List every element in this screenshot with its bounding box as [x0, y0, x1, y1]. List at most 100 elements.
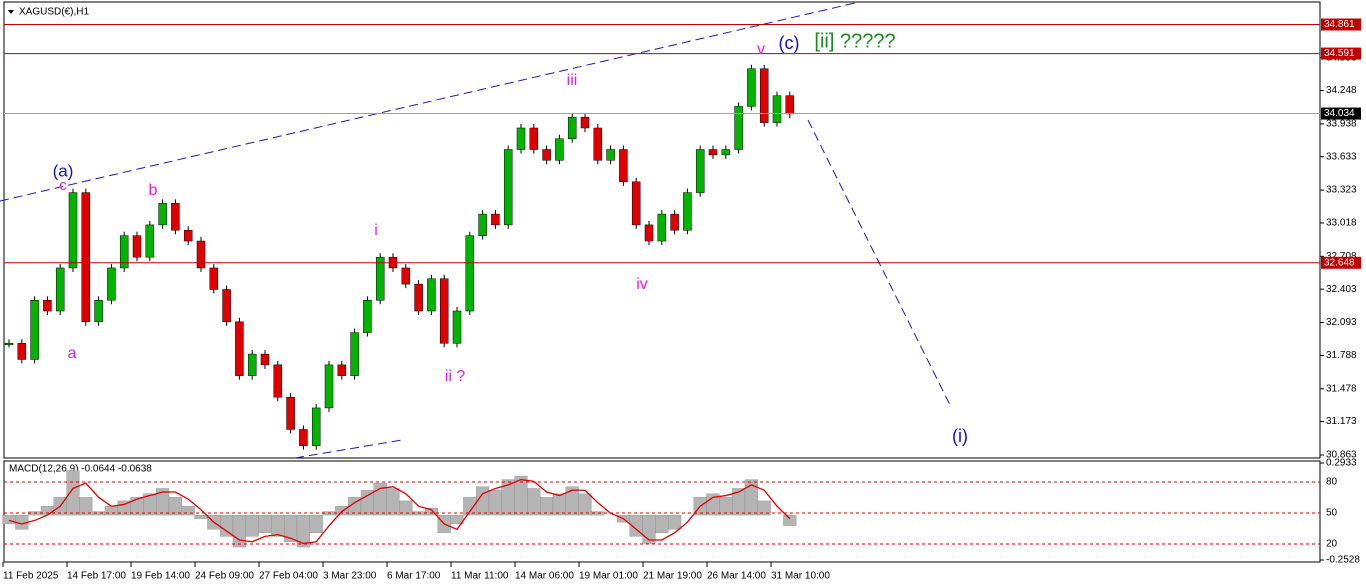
wave-label: v: [757, 41, 765, 58]
candle: [567, 116, 577, 139]
macd-bar: [540, 497, 554, 516]
candle: [747, 68, 756, 107]
candle: [247, 353, 257, 376]
macd-bar: [668, 514, 682, 530]
x-tick-label: 21 Mar 19:00: [643, 571, 702, 582]
price-box-label: 34.861: [1324, 19, 1355, 30]
candle: [145, 224, 155, 258]
candle: [324, 364, 334, 409]
wave-label: a: [68, 345, 77, 362]
candle: [542, 149, 551, 161]
macd-bar: [386, 488, 400, 516]
candle: [452, 310, 462, 344]
candle: [401, 267, 411, 285]
macd-bar: [309, 514, 323, 534]
candle: [158, 203, 167, 226]
x-tick-label: 6 Mar 17:00: [387, 571, 441, 582]
y-tick-label: 33.323: [1326, 185, 1357, 196]
candle: [4, 343, 14, 346]
macd-bar: [40, 506, 54, 516]
x-tick-label: 19 Mar 01:00: [579, 571, 638, 582]
x-tick-label: 14 Mar 06:00: [515, 571, 574, 582]
y-tick-label: 32.403: [1326, 284, 1357, 295]
macd-bar: [527, 488, 541, 516]
x-tick-label: 3 Mar 23:00: [323, 571, 377, 582]
wave-label: b: [149, 182, 158, 199]
candle: [734, 106, 743, 150]
macd-bar: [271, 514, 285, 537]
candle: [209, 267, 219, 290]
wave-label: (a): [53, 161, 74, 180]
macd-bar: [66, 470, 80, 516]
candle: [670, 213, 679, 231]
chart-title: XAGUSD(€),H1: [19, 7, 89, 18]
price-box: [1321, 107, 1361, 120]
macd-bar: [360, 490, 374, 516]
macd-bar: [2, 514, 16, 525]
x-tick-label: 11 Feb 2025: [3, 571, 59, 582]
macd-bar: [399, 500, 413, 516]
x-tick-label: 24 Feb 09:00: [195, 571, 254, 582]
macd-tick-label: 0.2933: [1326, 458, 1357, 469]
candle: [721, 149, 731, 156]
macd-bar: [194, 514, 208, 519]
wave-label: c: [59, 177, 67, 194]
candle: [708, 149, 718, 156]
candle: [606, 149, 615, 161]
candle: [414, 283, 423, 312]
candle: [555, 138, 564, 161]
candle: [529, 127, 539, 150]
price-box-label: 34.034: [1324, 108, 1355, 119]
macd-bar: [104, 506, 118, 516]
macd-bar: [552, 493, 566, 516]
candle: [132, 235, 142, 258]
candle: [235, 321, 244, 376]
candle: [503, 149, 513, 226]
price-box: [1321, 256, 1361, 269]
candle: [619, 149, 628, 183]
candle: [107, 267, 116, 301]
macd-bar: [744, 479, 758, 516]
y-tick-label: 30.863: [1326, 450, 1357, 461]
candle: [94, 300, 103, 323]
candle: [171, 203, 180, 231]
candle: [439, 278, 449, 344]
candle: [375, 256, 385, 301]
macd-bar: [335, 506, 349, 516]
candle: [311, 407, 321, 446]
y-tick-label: 32.093: [1326, 317, 1357, 328]
wave-label: iv: [636, 276, 648, 293]
macd-bar: [424, 507, 438, 516]
wave-label: [ii] ?????: [814, 30, 895, 52]
candle: [196, 240, 206, 269]
candle: [759, 68, 769, 123]
candle: [273, 364, 283, 398]
x-tick-label: 19 Feb 14:00: [131, 571, 190, 582]
candle: [299, 429, 308, 446]
x-tick-label: 27 Feb 04:00: [259, 571, 318, 582]
macd-bar: [783, 514, 797, 526]
indicator-title: MACD(12,26,9) -0.0644 -0.0638: [9, 464, 152, 475]
macd-bar: [757, 500, 771, 516]
candle: [260, 353, 270, 366]
candle: [427, 278, 436, 312]
macd-panel: [3, 460, 1321, 563]
macd-level-label: 80: [1326, 477, 1338, 488]
candle: [337, 364, 347, 376]
macd-bar: [168, 497, 182, 516]
candle: [363, 300, 372, 333]
candle: [516, 127, 526, 150]
macd-level-label: 20: [1326, 539, 1338, 550]
x-tick-label: 14 Feb 17:00: [67, 571, 126, 582]
x-tick-label: 31 Mar 10:00: [771, 571, 830, 582]
candle: [119, 235, 129, 269]
macd-bar: [719, 497, 733, 516]
macd-bar: [565, 486, 579, 516]
wave-label: i: [374, 222, 378, 239]
macd-bar: [245, 514, 259, 537]
candle: [465, 235, 475, 312]
y-tick-label: 33.938: [1326, 119, 1357, 130]
x-tick-label: 11 Mar 11:00: [451, 571, 509, 582]
macd-tick-label: -0.2528: [1326, 555, 1360, 566]
